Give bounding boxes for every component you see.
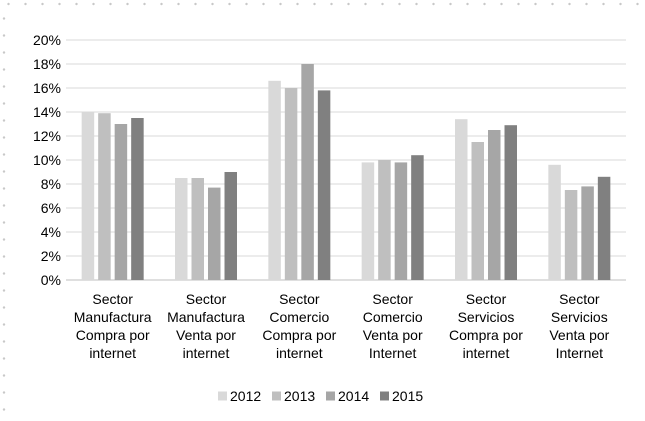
x-category-label: Compra por [449,327,523,343]
x-category-label: Sector [559,291,600,307]
x-category-label: internet [183,345,230,361]
bar-2012 [548,164,561,280]
y-tick-label: 4% [41,224,61,240]
bar-2014 [394,162,408,280]
bar-2014 [581,186,594,280]
x-category-label: Venta por [176,327,236,343]
border-dots-top [0,2,645,6]
legend-swatch-2012 [218,391,227,401]
x-category-label: internet [89,345,136,361]
x-category-label: Sector [372,291,413,307]
bar-2015 [411,155,424,280]
x-category-label: Manufactura [167,309,245,325]
legend-label-2012: 2012 [230,388,261,404]
bar-2015 [131,118,144,280]
legend-label-2015: 2015 [392,388,423,404]
y-tick-label: 6% [41,200,61,216]
legend-label-2014: 2014 [338,388,369,404]
y-tick-label: 16% [33,80,61,96]
x-category-label: Sector [279,291,320,307]
bar-2015 [504,125,517,280]
x-category-label: Comercio [269,309,329,325]
x-category-label: Servicios [458,309,515,325]
bar-2014 [488,130,501,280]
bar-2012 [268,80,281,280]
x-category-label: Compra por [76,327,150,343]
y-tick-label: 20% [33,32,61,48]
x-category-label: Comercio [363,309,423,325]
x-category-label: Venta por [363,327,423,343]
bar-2013 [471,142,484,280]
y-tick-label: 18% [33,56,61,72]
x-category-label: Internet [556,345,604,361]
bar-2013 [564,190,578,280]
bar-2012 [175,178,188,280]
bar-2015 [317,90,331,281]
bar-2012 [81,112,95,280]
x-category-label: internet [276,345,323,361]
x-category-label: Venta por [549,327,609,343]
x-category-label: internet [463,345,510,361]
border-dots-left [2,10,6,415]
y-tick-label: 12% [33,128,61,144]
bar-2013 [98,113,111,280]
x-category-label: Internet [369,345,417,361]
bar-2013 [284,88,298,280]
y-tick-label: 0% [41,272,61,288]
legend-swatch-2015 [380,391,389,401]
x-category-label: Sector [92,291,133,307]
bar-2014 [114,124,128,280]
y-tick-label: 2% [41,248,61,264]
legend-swatch-2014 [326,391,335,401]
bar-2013 [191,178,204,280]
x-category-label: Sector [466,291,507,307]
bar-2012 [455,119,468,280]
y-tick-label: 14% [33,104,61,120]
x-category-label: Servicios [551,309,608,325]
x-category-label: Sector [186,291,227,307]
bar-2015 [224,172,237,280]
legend-swatch-2013 [272,391,281,401]
bar-2012 [361,162,375,280]
x-category-label: Compra por [262,327,336,343]
y-tick-label: 8% [41,176,61,192]
bar-2013 [378,160,391,280]
bar-2014 [208,187,221,280]
legend-label-2013: 2013 [284,388,315,404]
bar-2015 [597,176,611,280]
bar-2014 [301,64,314,280]
y-tick-label: 10% [33,152,61,168]
x-category-label: Manufactura [74,309,152,325]
